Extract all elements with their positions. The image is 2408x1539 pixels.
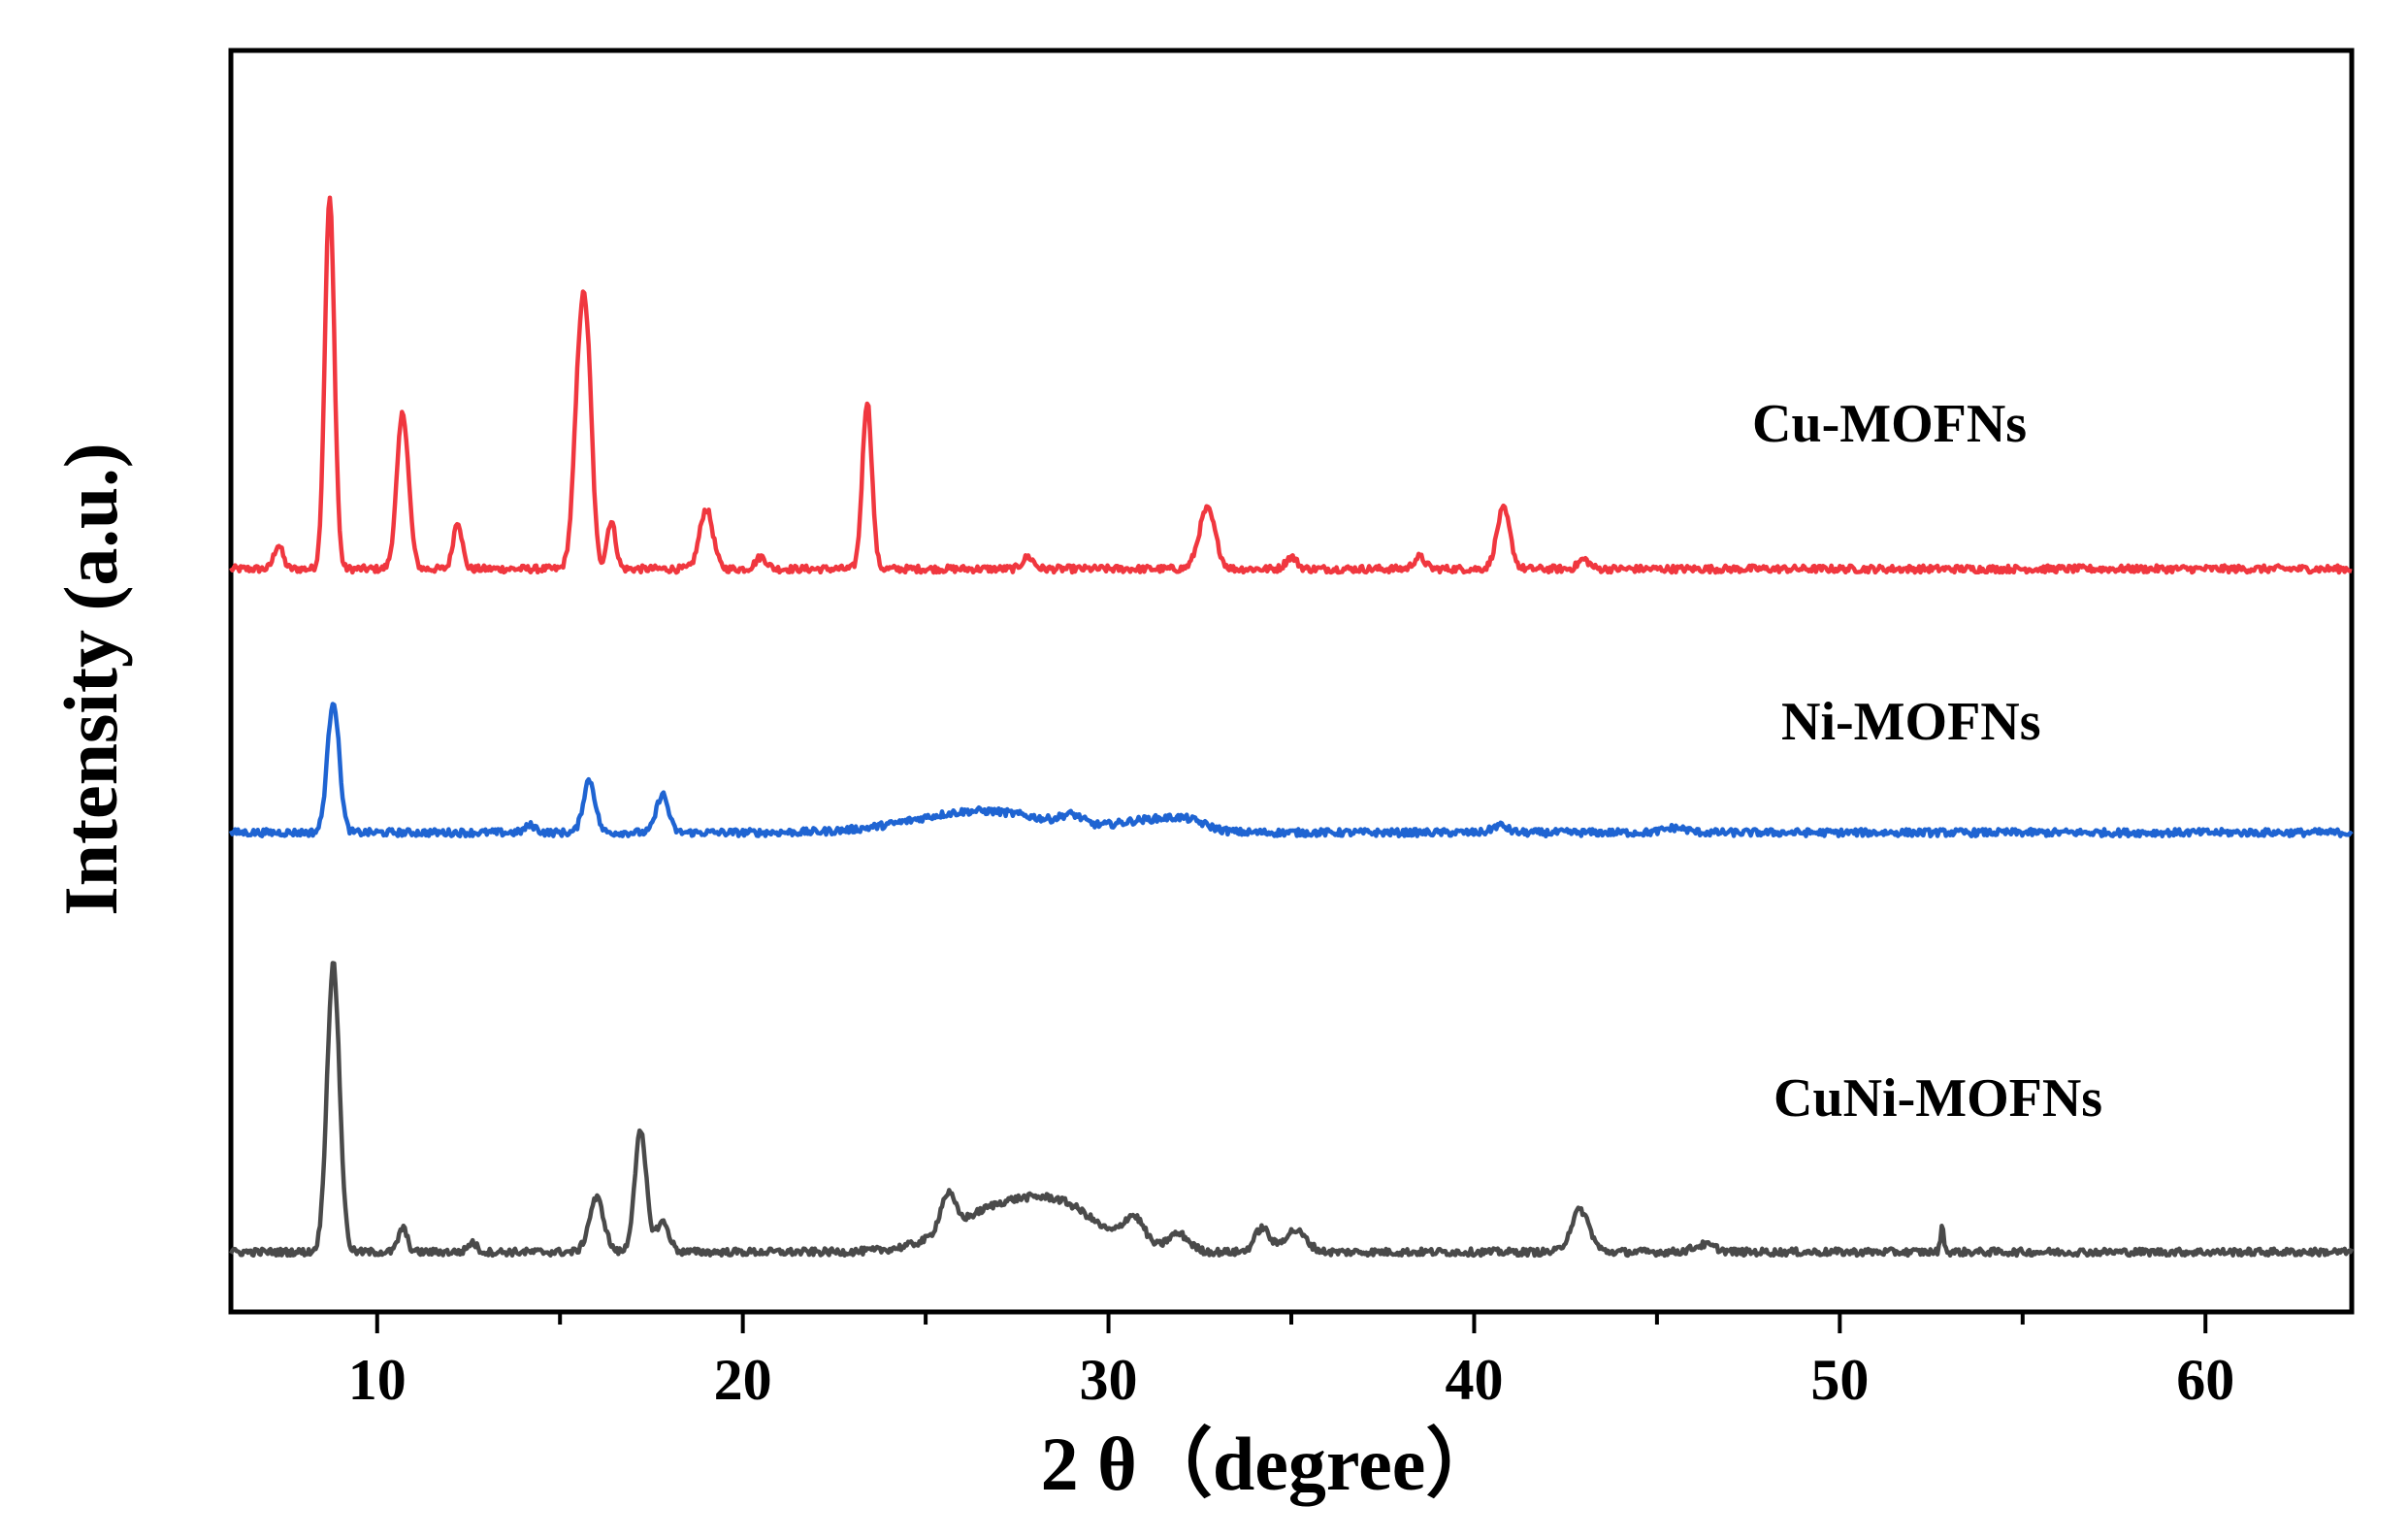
series-line-ni-mofns: [228, 702, 2354, 838]
series-layer: [228, 195, 2355, 1259]
series-line-cuni-mofns: [229, 961, 2355, 1259]
x-tick-label-30: 30: [1080, 1348, 1138, 1412]
series-label-cu-mofns: Cu-MOFNs: [1752, 394, 2027, 454]
x-tick-label-20: 20: [714, 1348, 772, 1412]
series-line-cu-mofns: [229, 195, 2353, 575]
x-tick-label-40: 40: [1445, 1348, 1503, 1412]
x-axis-ticks: 10 20 30 40 50 60: [348, 1312, 2234, 1412]
series-label-cuni-mofns: CuNi-MOFNs: [1773, 1068, 2102, 1129]
x-tick-label-50: 50: [1810, 1348, 1869, 1412]
x-tick-label-60: 60: [2176, 1348, 2234, 1412]
series-label-ni-mofns: Ni-MOFNs: [1781, 692, 2041, 752]
x-tick-label-10: 10: [348, 1348, 407, 1412]
x-axis-title: 2 θ（degree）: [1041, 1422, 1502, 1506]
y-axis-title: Intensity (a.u.): [49, 442, 133, 916]
